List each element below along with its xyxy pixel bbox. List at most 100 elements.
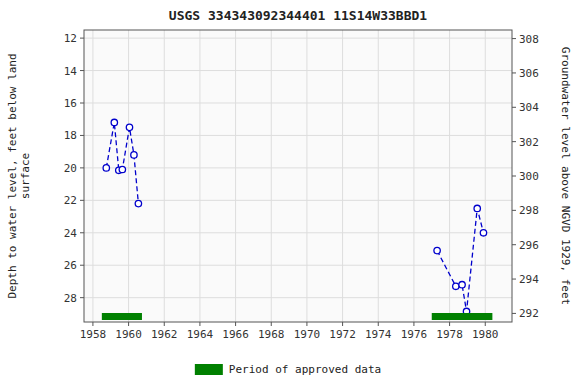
x-tick bbox=[306, 322, 307, 326]
x-tick-label: 1972 bbox=[329, 328, 356, 341]
series-marker bbox=[474, 205, 480, 211]
y-tick bbox=[80, 135, 84, 136]
y-tick-label: 26 bbox=[64, 259, 77, 272]
x-tick bbox=[413, 322, 414, 326]
y2-tick bbox=[512, 313, 516, 314]
y-tick-label: 24 bbox=[64, 227, 78, 240]
x-tick-label: 1958 bbox=[80, 328, 107, 341]
y2-tick bbox=[512, 38, 516, 39]
grid-line-y bbox=[84, 265, 512, 266]
y2-tick-label: 302 bbox=[519, 136, 539, 149]
x-tick bbox=[199, 322, 200, 326]
series-marker bbox=[135, 200, 141, 206]
y-tick bbox=[80, 167, 84, 168]
x-tick-label: 1964 bbox=[187, 328, 214, 341]
y2-tick bbox=[512, 72, 516, 73]
series-marker bbox=[459, 281, 465, 287]
y2-tick-label: 306 bbox=[519, 67, 539, 80]
grid-line-x bbox=[413, 30, 414, 322]
y-tick-label: 28 bbox=[64, 292, 77, 305]
y-tick bbox=[80, 297, 84, 298]
x-tick bbox=[342, 322, 343, 326]
y2-tick bbox=[512, 210, 516, 211]
y-tick-label: 20 bbox=[64, 162, 77, 175]
x-tick-label: 1978 bbox=[436, 328, 463, 341]
y2-tick-label: 298 bbox=[519, 204, 539, 217]
x-tick bbox=[449, 322, 450, 326]
grid-line-x bbox=[378, 30, 379, 322]
y-tick-label: 16 bbox=[64, 97, 77, 110]
grid-line-y bbox=[84, 70, 512, 71]
x-tick bbox=[128, 322, 129, 326]
series-marker bbox=[480, 230, 486, 236]
x-tick-label: 1974 bbox=[365, 328, 392, 341]
data-layer bbox=[102, 119, 493, 320]
x-tick bbox=[271, 322, 272, 326]
title: USGS 334343092344401 11S14W33BBD1 bbox=[169, 8, 427, 23]
y-tick-label: 14 bbox=[64, 65, 78, 78]
approved-period-bar bbox=[432, 313, 493, 320]
y2-tick bbox=[512, 107, 516, 108]
grid-line-y bbox=[84, 103, 512, 104]
grid-line-y bbox=[84, 232, 512, 233]
x-tick bbox=[164, 322, 165, 326]
y-tick bbox=[80, 38, 84, 39]
plot-frame bbox=[84, 30, 512, 322]
grid-line-y bbox=[84, 38, 512, 39]
x-tick-label: 1970 bbox=[294, 328, 321, 341]
grid-line-x bbox=[92, 30, 93, 322]
x-tick-label: 1976 bbox=[401, 328, 428, 341]
background bbox=[0, 0, 576, 384]
approved-period-bar bbox=[102, 313, 142, 320]
y-tick bbox=[80, 232, 84, 233]
y-tick bbox=[80, 103, 84, 104]
grid-line-x bbox=[164, 30, 165, 322]
y-tick bbox=[80, 265, 84, 266]
y2-tick bbox=[512, 279, 516, 280]
y-axis-label-line: surface bbox=[19, 153, 32, 199]
x-tick-label: 1960 bbox=[115, 328, 142, 341]
chart: 1958196019621964196619681970197219741976… bbox=[0, 0, 576, 384]
x-tick bbox=[92, 322, 93, 326]
axes: 1958196019621964196619681970197219741976… bbox=[64, 32, 539, 341]
y-tick-label: 12 bbox=[64, 32, 77, 45]
grid-line-y bbox=[84, 167, 512, 168]
series-marker bbox=[111, 119, 117, 125]
y2-tick bbox=[512, 244, 516, 245]
y-tick bbox=[80, 70, 84, 71]
legend-label: Period of approved data bbox=[229, 363, 381, 376]
x-tick-label: 1968 bbox=[258, 328, 285, 341]
y-tick-label: 22 bbox=[64, 194, 77, 207]
grid-line-x bbox=[306, 30, 307, 322]
x-tick bbox=[235, 322, 236, 326]
y-tick-label: 18 bbox=[64, 129, 77, 142]
grid-line-x bbox=[271, 30, 272, 322]
x-tick bbox=[485, 322, 486, 326]
series-marker bbox=[453, 283, 459, 289]
y2-tick-label: 294 bbox=[519, 273, 539, 286]
grid-line-x bbox=[342, 30, 343, 322]
y2-tick-label: 304 bbox=[519, 101, 539, 114]
grid-line-x bbox=[235, 30, 236, 322]
y2-tick-label: 296 bbox=[519, 239, 539, 252]
y2-tick-label: 292 bbox=[519, 307, 539, 320]
series-marker bbox=[131, 152, 137, 158]
series-marker bbox=[103, 165, 109, 171]
grid-line-x bbox=[128, 30, 129, 322]
series-line bbox=[106, 122, 138, 203]
x-tick-label: 1962 bbox=[151, 328, 178, 341]
grid-line-y bbox=[84, 200, 512, 201]
grid-line-x bbox=[449, 30, 450, 322]
chart-container: 1958196019621964196619681970197219741976… bbox=[0, 0, 576, 384]
grid bbox=[84, 30, 512, 322]
series-marker bbox=[126, 124, 132, 130]
series-line bbox=[437, 208, 483, 311]
grid-line-y bbox=[84, 135, 512, 136]
series-marker bbox=[434, 247, 440, 253]
legend-swatch bbox=[195, 364, 223, 375]
y2-tick bbox=[512, 176, 516, 177]
grid-line-y bbox=[84, 297, 512, 298]
grid-line-x bbox=[199, 30, 200, 322]
x-tick bbox=[378, 322, 379, 326]
y2-axis-label: Groundwater level above NGVD 1929, feet bbox=[559, 47, 572, 305]
